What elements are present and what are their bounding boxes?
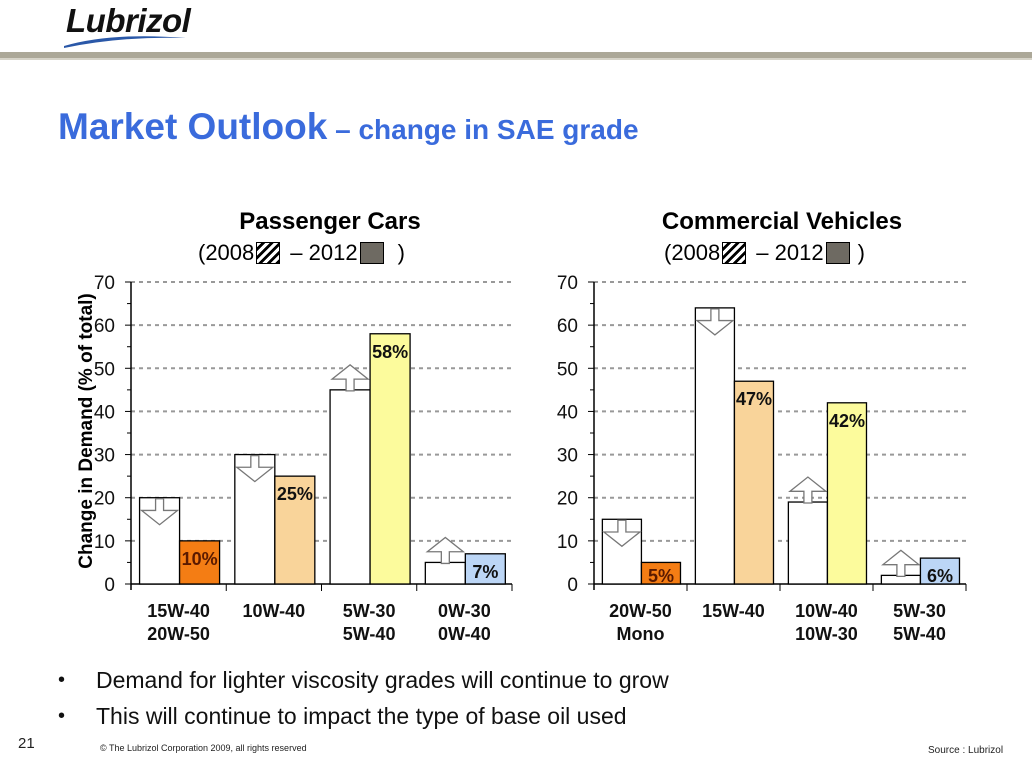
x-category-label: 15W-40 <box>702 601 765 621</box>
slide-title-main: Market Outlook <box>58 106 328 147</box>
bar-2008 <box>694 307 736 585</box>
data-label: 58% <box>372 342 408 362</box>
data-label: 47% <box>736 389 772 409</box>
source-note: Source : Lubrizol <box>928 745 1004 756</box>
logo-text: Lubrizol <box>66 2 191 39</box>
x-category-label: 5W-30 <box>893 601 946 621</box>
data-label: 42% <box>829 411 865 431</box>
y-tick-label: 40 <box>557 402 578 423</box>
header-divider <box>0 52 1032 60</box>
bullet-item: • Demand for lighter viscosity grades wil… <box>58 662 669 698</box>
bar-2012 <box>464 553 506 585</box>
data-label: 25% <box>277 484 313 504</box>
bar-2012 <box>178 540 221 585</box>
y-tick-label: 0 <box>567 575 578 596</box>
commercial-chart-title: Commercial Vehicles <box>661 208 903 235</box>
y-tick-label: 60 <box>94 316 115 337</box>
arrow-down-icon <box>139 498 180 526</box>
arrow-up-icon <box>425 536 466 565</box>
bar-2012 <box>274 475 316 585</box>
y-tick-label: 70 <box>557 273 578 294</box>
bar-2012 <box>369 333 411 585</box>
legend-2008-label: (2008 <box>664 240 721 265</box>
lubrizol-logo: Lubrizol <box>62 2 192 48</box>
arrow-down-icon <box>234 454 275 483</box>
y-tick-label: 40 <box>94 402 115 423</box>
x-category-label: 10W-30 <box>795 624 858 644</box>
passenger-chart-legend: (2008 – 2012 ) <box>198 240 405 266</box>
legend-2012-label: – 2012 <box>756 240 824 265</box>
y-tick-label: 50 <box>557 359 578 380</box>
data-label: 6% <box>927 566 953 586</box>
x-category-label: 10W-40 <box>795 601 858 621</box>
y-tick-label: 30 <box>94 446 115 467</box>
y-tick-label: 10 <box>557 532 578 553</box>
y-tick-label: 0 <box>104 575 115 596</box>
x-category-label: Mono <box>617 624 665 644</box>
arrow-down-icon <box>602 519 642 548</box>
legend-2008-hatch-swatch <box>722 242 747 264</box>
legend-2008-hatch-swatch <box>256 242 281 264</box>
legend-2008-label: (2008 <box>198 240 255 265</box>
x-category-label: 0W-40 <box>438 624 491 644</box>
x-category-label: 20W-50 <box>609 601 672 621</box>
legend-close-paren: ) <box>397 240 405 265</box>
y-tick-label: 10 <box>94 532 115 553</box>
bar-2012 <box>919 557 961 585</box>
bar-2012 <box>733 380 775 585</box>
page-number: 21 <box>18 735 35 752</box>
arrow-up-icon <box>881 549 921 578</box>
x-category-label: 0W-30 <box>438 601 491 621</box>
legend-close-paren: ) <box>857 240 865 265</box>
bullet-dot-icon: • <box>58 704 66 727</box>
bullet-text: This will continue to impact the type of… <box>96 702 627 729</box>
logo-swoosh-icon <box>64 36 186 48</box>
y-tick-label: 20 <box>94 489 115 510</box>
arrow-down-icon <box>695 308 735 336</box>
y-tick-label: 60 <box>557 316 578 337</box>
passenger-chart-title: Passenger Cars <box>239 208 421 235</box>
y-tick-label: 70 <box>94 273 115 294</box>
commercial-chart-legend: (2008 – 2012 ) <box>664 240 865 266</box>
data-label: 5% <box>648 566 674 586</box>
bullet-text: Demand for lighter viscosity grades will… <box>96 666 669 693</box>
data-label: 10% <box>182 549 218 569</box>
x-category-label: 5W-40 <box>343 624 396 644</box>
bar-2008 <box>329 389 371 585</box>
x-category-label: 10W-40 <box>243 601 306 621</box>
legend-2012-solid-swatch <box>825 242 850 264</box>
y-tick-label: 50 <box>94 359 115 380</box>
legend-2012-label: – 2012 <box>290 240 358 265</box>
arrow-up-icon <box>330 364 370 392</box>
x-category-label: 5W-40 <box>893 624 946 644</box>
passenger-chart: 0 10 20 30 40 50 60 70 10% 15W-40 20W-50 25% 10W-40 5… <box>94 273 513 644</box>
arrow-up-icon <box>788 476 828 504</box>
copyright: © The Lubrizol Corporation 2009, all rig… <box>100 743 307 753</box>
bar-2008 <box>787 501 829 585</box>
x-category-label: 15W-40 <box>147 601 210 621</box>
slide-title-sub: – change in SAE grade <box>327 114 639 145</box>
bullet-dot-icon: • <box>58 668 66 691</box>
bar-2012 <box>640 561 682 585</box>
y-tick-label: 30 <box>557 446 578 467</box>
bar-2012 <box>826 402 868 585</box>
legend-2012-solid-swatch <box>359 242 384 264</box>
x-category-label: 20W-50 <box>147 624 210 644</box>
commercial-chart: 0 10 20 30 40 50 60 70 5% 20W-50 Mono 47% 15W-40 42% 1… <box>557 273 967 644</box>
x-category-label: 5W-30 <box>343 601 396 621</box>
bullet-item: • This will continue to impact the type o… <box>58 698 669 734</box>
y-tick-label: 20 <box>557 489 578 510</box>
slide-title: Market Outlook – change in SAE grade <box>58 106 639 148</box>
data-label: 7% <box>472 562 498 582</box>
bullet-list: • Demand for lighter viscosity grades wil… <box>58 662 669 734</box>
bar-2008 <box>424 561 466 585</box>
